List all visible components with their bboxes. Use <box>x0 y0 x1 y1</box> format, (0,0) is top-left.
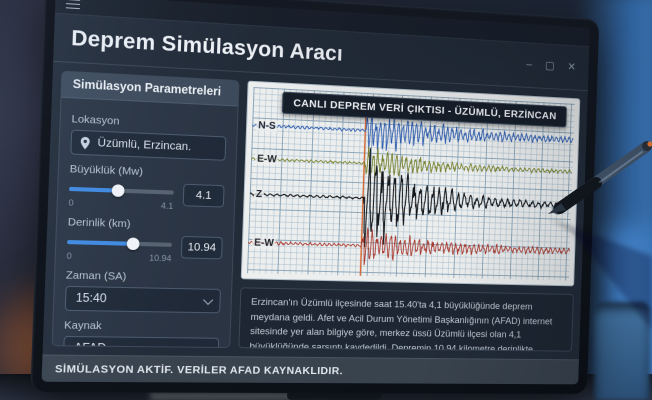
depth-max: 10.94 <box>149 252 172 264</box>
chevron-down-icon <box>203 294 214 305</box>
source-value: AFAD <box>74 342 107 348</box>
main-area: N-S E-W Z E-W CANLI DEPREM VERİ ÇIKTISI - Ü… <box>238 80 581 352</box>
magnitude-value[interactable]: 4.1 <box>182 183 225 208</box>
seismograph-chart: N-S E-W Z E-W CANLI DEPREM VERİ ÇIKTISI - Ü… <box>240 80 581 287</box>
location-value: Üzümlü, Erzincan. <box>97 136 192 154</box>
desk-organizer <box>594 302 650 400</box>
magnitude-range: 0 4.1 <box>68 197 173 211</box>
parameters-panel-content: Lokasyon Üzümlü, Erzincan. Büyüklük (Mw) <box>52 98 238 349</box>
time-select[interactable]: 15:40 <box>64 285 221 314</box>
magnitude-label: Büyüklük (Mw) <box>69 162 144 179</box>
maximize-button[interactable]: ▢ <box>544 59 555 73</box>
app-window: Deprem Simülasyon Aracı – ▢ ✕ Simülasyon… <box>41 0 590 385</box>
depth-min: 0 <box>66 250 72 261</box>
event-report-text: Erzincan'ın Üzümlü ilçesinde saat 15.40'… <box>238 287 574 352</box>
close-button[interactable]: ✕ <box>567 61 577 74</box>
time-label: Zaman (SA) <box>65 269 127 283</box>
hamburger-menu-icon[interactable] <box>65 0 81 12</box>
time-value: 15:40 <box>75 292 107 306</box>
window-controls: – ▢ ✕ <box>526 58 577 74</box>
depth-value[interactable]: 10.94 <box>180 235 223 260</box>
source-select[interactable]: AFAD <box>62 335 220 349</box>
magnitude-slider-thumb[interactable] <box>111 184 125 198</box>
minimize-button[interactable]: – <box>526 58 533 71</box>
source-label: Kaynak <box>63 319 102 333</box>
desk-reflection <box>150 392 330 400</box>
chevron-down-icon <box>201 343 212 349</box>
app-body: Simülasyon Parametreleri Lokasyon Üzümlü… <box>43 62 588 360</box>
depth-label: Derinlik (km) <box>67 215 131 231</box>
status-text: SİMÜLASYON AKTİF. VERİLER AFAD KAYNAKLID… <box>54 362 344 377</box>
monitor-bezel: Deprem Simülasyon Aracı – ▢ ✕ Simülasyon… <box>30 0 600 394</box>
depth-slider[interactable] <box>67 237 172 251</box>
depth-slider-fill <box>67 239 134 246</box>
location-label: Lokasyon <box>71 112 120 128</box>
depth-slider-thumb[interactable] <box>126 237 141 251</box>
status-bar: SİMÜLASYON AKTİF. VERİLER AFAD KAYNAKLID… <box>41 354 579 385</box>
location-input[interactable]: Üzümlü, Erzincan. <box>70 129 227 161</box>
magnitude-slider[interactable] <box>68 184 174 198</box>
magnitude-max: 4.1 <box>160 200 174 212</box>
parameters-panel: Simülasyon Parametreleri Lokasyon Üzümlü… <box>51 70 240 349</box>
magnitude-min: 0 <box>68 197 74 208</box>
depth-range: 0 10.94 <box>66 250 171 263</box>
location-pin-icon <box>79 136 91 150</box>
monitor: Deprem Simülasyon Aracı – ▢ ✕ Simülasyon… <box>30 0 600 394</box>
